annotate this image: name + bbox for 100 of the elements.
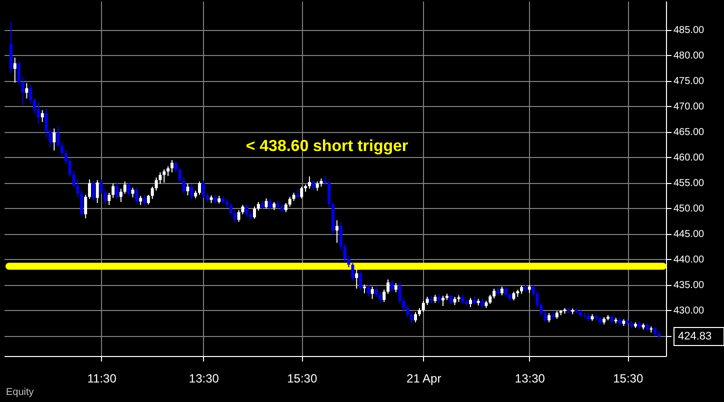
text: Equity bbox=[6, 387, 34, 398]
y-tick-label: 440.00 bbox=[674, 254, 705, 266]
candlestick bbox=[64, 149, 68, 165]
candlestick bbox=[504, 286, 508, 298]
candlestick bbox=[174, 161, 178, 172]
candlestick bbox=[13, 57, 16, 84]
text: 424.83 bbox=[678, 330, 712, 342]
candlestick bbox=[394, 282, 398, 293]
candlestick bbox=[264, 198, 268, 210]
candlestick bbox=[68, 158, 72, 178]
candlestick bbox=[162, 168, 166, 184]
y-tick-label: 445.00 bbox=[674, 229, 705, 240]
candlestick bbox=[80, 190, 84, 217]
y-tick-label: 480.00 bbox=[674, 50, 705, 62]
candlestick bbox=[146, 194, 150, 206]
candlestick bbox=[123, 181, 126, 194]
candlestick bbox=[36, 101, 40, 124]
candlestick bbox=[328, 180, 331, 208]
candlestick bbox=[127, 182, 130, 196]
candlestick bbox=[288, 196, 292, 208]
candlestick bbox=[390, 280, 394, 292]
candlestick bbox=[406, 304, 410, 318]
candlestick bbox=[366, 284, 370, 296]
x-tick-label: 15:30 bbox=[287, 372, 318, 386]
candlestick bbox=[112, 183, 115, 198]
candlestick bbox=[135, 186, 138, 204]
y-tick-label: 435.00 bbox=[674, 280, 705, 292]
candlestick bbox=[300, 186, 304, 199]
candlestick bbox=[438, 293, 441, 304]
candlestick bbox=[166, 166, 170, 176]
y-tick-label: 450.00 bbox=[674, 204, 705, 215]
candlestick bbox=[202, 180, 205, 198]
candlestick bbox=[56, 125, 60, 148]
candlestick bbox=[190, 184, 194, 200]
candlestick bbox=[284, 202, 288, 213]
candlestick bbox=[88, 179, 92, 200]
candlestick bbox=[229, 202, 232, 216]
candlestick bbox=[351, 262, 354, 282]
candlestick bbox=[252, 206, 256, 220]
candlestick bbox=[492, 288, 496, 299]
x-tick-label: 15:30 bbox=[613, 372, 644, 386]
candlestick bbox=[233, 210, 236, 223]
candlestick bbox=[40, 110, 44, 122]
candlestick bbox=[378, 291, 382, 304]
y-tick-label: 455.00 bbox=[674, 178, 705, 190]
candlestick bbox=[480, 297, 484, 309]
x-tick-label: 11:30 bbox=[87, 372, 117, 386]
candlestick bbox=[119, 188, 122, 202]
candlestick bbox=[469, 297, 472, 308]
candlestick bbox=[532, 284, 535, 296]
y-tick-label: 430.00 bbox=[674, 306, 705, 317]
candlestick bbox=[116, 182, 119, 200]
candlestick bbox=[374, 286, 378, 298]
candlestick bbox=[33, 97, 36, 114]
x-tick-label: 21 Apr bbox=[406, 372, 442, 386]
candlestick bbox=[359, 270, 362, 292]
candlestick bbox=[139, 195, 142, 206]
candlestick bbox=[150, 186, 154, 200]
candlestick bbox=[442, 295, 445, 307]
candlestick bbox=[84, 194, 88, 219]
ref-line-label: < 438.60 short trigger bbox=[246, 138, 408, 156]
candlestick bbox=[449, 294, 452, 304]
candlestick bbox=[355, 268, 358, 290]
candlestick bbox=[108, 192, 111, 206]
y-tick-label: 465.00 bbox=[674, 127, 705, 138]
candlestick bbox=[52, 128, 56, 151]
candlestick bbox=[131, 187, 134, 198]
candlestick bbox=[60, 141, 64, 157]
candlestick bbox=[461, 294, 464, 304]
candlestick bbox=[268, 198, 272, 210]
candlestick bbox=[214, 194, 217, 205]
candlestick bbox=[382, 289, 386, 302]
candlestick bbox=[312, 180, 315, 190]
y-tick-label: 475.00 bbox=[674, 76, 705, 88]
candlestick bbox=[245, 204, 248, 218]
candlestick bbox=[544, 310, 547, 323]
y-tick-label: 470.00 bbox=[674, 102, 705, 113]
candlestick bbox=[339, 222, 342, 250]
candlestick bbox=[182, 176, 186, 194]
y-tick-label: 460.00 bbox=[674, 152, 705, 164]
candlestick bbox=[414, 312, 418, 323]
x-tick-label: 13:30 bbox=[188, 372, 220, 386]
candlestick bbox=[422, 300, 425, 313]
candlestick bbox=[386, 278, 390, 294]
candlestick bbox=[92, 180, 95, 201]
candlestick bbox=[29, 84, 32, 104]
candlestick bbox=[170, 160, 174, 173]
candlestick bbox=[335, 220, 338, 244]
candlestick bbox=[488, 294, 492, 304]
candlestick bbox=[143, 194, 146, 206]
candlestick bbox=[582, 312, 586, 319]
candlestick bbox=[198, 181, 201, 196]
candlestick bbox=[308, 176, 311, 190]
candlestick bbox=[25, 82, 28, 99]
x-tick-label: 13:30 bbox=[514, 372, 546, 386]
y-tick-label: 485.00 bbox=[674, 25, 705, 36]
candlestick bbox=[410, 310, 414, 324]
candlestick bbox=[178, 167, 182, 184]
candlestick bbox=[96, 180, 99, 204]
candlestick bbox=[370, 286, 374, 300]
